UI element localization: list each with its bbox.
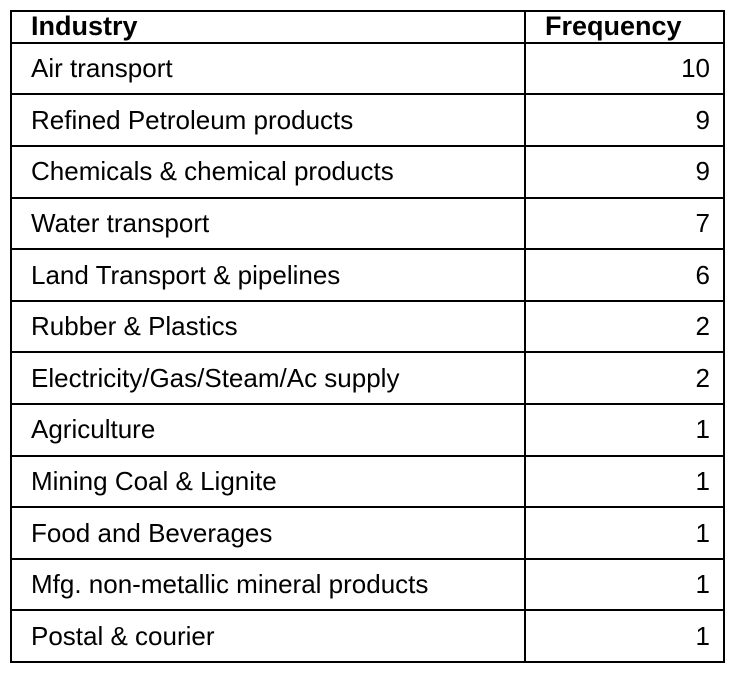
table-row: Water transport 7 bbox=[10, 196, 725, 251]
frequency-cell: 1 bbox=[524, 557, 725, 612]
industry-cell: Chemicals & chemical products bbox=[10, 144, 526, 199]
industry-cell: Mfg. non-metallic mineral products bbox=[10, 557, 526, 612]
table-row: Postal & courier 1 bbox=[10, 609, 725, 663]
industry-cell: Rubber & Plastics bbox=[10, 299, 526, 354]
frequency-cell: 9 bbox=[524, 93, 725, 147]
frequency-cell: 7 bbox=[524, 196, 725, 251]
frequency-table-container: Industry Frequency Air transport 10 Refine… bbox=[10, 10, 725, 663]
table-body: Air transport 10 Refined Petroleum product… bbox=[10, 41, 725, 663]
frequency-cell: 10 bbox=[524, 41, 725, 96]
frequency-cell: 1 bbox=[524, 454, 725, 509]
frequency-cell: 1 bbox=[524, 506, 725, 560]
table-row: Mining Coal & Lignite 1 bbox=[10, 454, 725, 509]
industry-cell: Postal & courier bbox=[10, 609, 526, 663]
industry-cell: Mining Coal & Lignite bbox=[10, 454, 526, 509]
frequency-cell: 6 bbox=[524, 248, 725, 302]
frequency-cell: 1 bbox=[524, 609, 725, 663]
table-row: Mfg. non-metallic mineral products 1 bbox=[10, 557, 725, 612]
industry-cell: Water transport bbox=[10, 196, 526, 251]
industry-frequency-table: Industry Frequency Air transport 10 Refine… bbox=[10, 10, 725, 663]
frequency-cell: 2 bbox=[524, 351, 725, 405]
column-header-industry: Industry bbox=[10, 10, 526, 44]
table-row: Food and Beverages 1 bbox=[10, 506, 725, 560]
industry-cell: Refined Petroleum products bbox=[10, 93, 526, 147]
frequency-cell: 9 bbox=[524, 144, 725, 199]
table-row: Land Transport & pipelines 6 bbox=[10, 248, 725, 302]
table-row: Rubber & Plastics 2 bbox=[10, 299, 725, 354]
table-row: Electricity/Gas/Steam/Ac supply 2 bbox=[10, 351, 725, 405]
table-row: Agriculture 1 bbox=[10, 402, 725, 457]
industry-cell: Land Transport & pipelines bbox=[10, 248, 526, 302]
frequency-cell: 1 bbox=[524, 402, 725, 457]
frequency-cell: 2 bbox=[524, 299, 725, 354]
industry-cell: Electricity/Gas/Steam/Ac supply bbox=[10, 351, 526, 405]
header-row: Industry Frequency bbox=[10, 10, 725, 44]
industry-cell: Food and Beverages bbox=[10, 506, 526, 560]
table-row: Air transport 10 bbox=[10, 41, 725, 96]
table-row: Chemicals & chemical products 9 bbox=[10, 144, 725, 199]
industry-cell: Air transport bbox=[10, 41, 526, 96]
column-header-frequency: Frequency bbox=[524, 10, 725, 44]
table-row: Refined Petroleum products 9 bbox=[10, 93, 725, 147]
industry-cell: Agriculture bbox=[10, 402, 526, 457]
